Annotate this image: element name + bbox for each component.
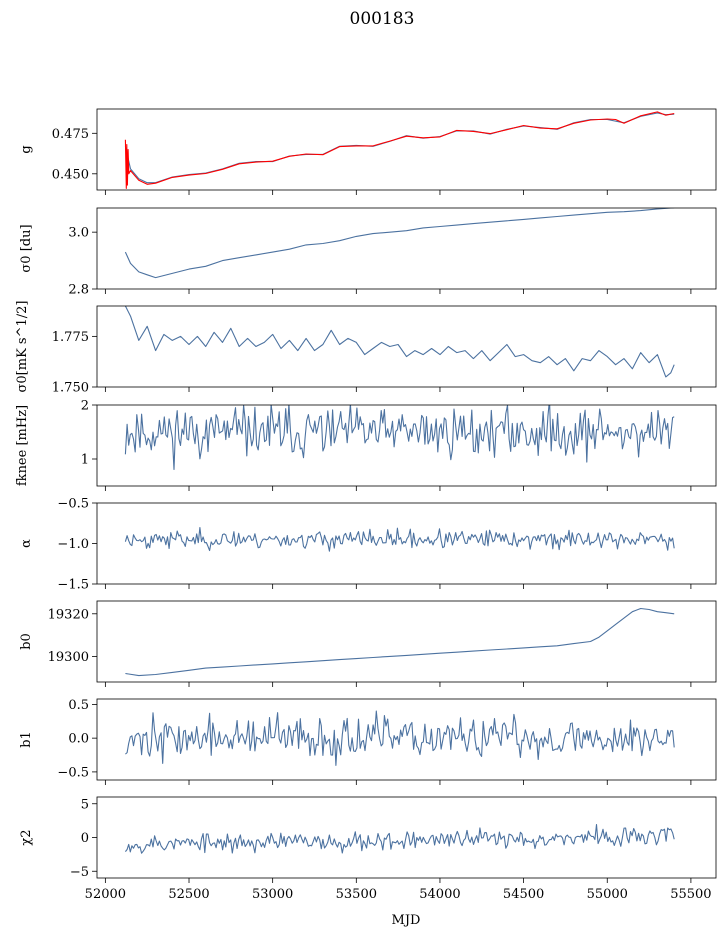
- y-tick-label-b1: 0.0: [68, 732, 89, 747]
- panel-alpha: −1.5 −1.0 −0.5 α: [19, 497, 717, 593]
- axes-frame-b0: [96, 600, 717, 683]
- y-axis-label-b1: b1: [19, 731, 34, 748]
- y-tick-label-sigma0_du: 3.0: [68, 226, 89, 241]
- series-line-sigma0_mk-1: [124, 306, 675, 378]
- x-tick-label: 52000: [85, 887, 126, 902]
- y-tick-label-sigma0_mk: 1.750: [52, 381, 89, 396]
- y-tick-label-chi2: 5: [81, 797, 89, 812]
- y-tick-label-b1: −0.5: [57, 765, 89, 780]
- y-axis-label-alpha: α: [19, 539, 34, 548]
- y-tick-label-b0: 19300: [48, 650, 89, 665]
- y-axis-label-chi2: χ2: [19, 829, 34, 845]
- series-line-f_knee-1: [124, 405, 675, 471]
- x-axis-label: MJD: [392, 913, 421, 928]
- y-tick-label-b1: 0.5: [68, 698, 89, 713]
- x-tick-label: 54500: [503, 887, 544, 902]
- y-axis-label-sigma0_mk: σ0[mK s^1/2]: [15, 301, 30, 393]
- series-line-g-1: [124, 112, 675, 184]
- panel-g: 0.450 0.475 g: [19, 108, 717, 195]
- y-axis-label-sigma0_du: σ0 [du]: [19, 224, 34, 272]
- y-tick-label-alpha: −1.5: [57, 578, 89, 593]
- x-tick-label: 52500: [168, 887, 209, 902]
- y-tick-label-alpha: −1.0: [57, 537, 89, 552]
- axes-frame-g: [96, 108, 717, 191]
- panel-f_knee: 1 2 fknee [mHz]: [15, 399, 717, 491]
- y-tick-label-chi2: −5: [70, 865, 89, 880]
- figure-title: 000183: [350, 9, 415, 29]
- axes-frame-sigma0_du: [96, 207, 717, 290]
- y-tick-label-g: 0.475: [52, 127, 89, 142]
- x-tick-label: 53000: [252, 887, 293, 902]
- x-tick-label: 53500: [336, 887, 377, 902]
- series-line-chi2-1: [124, 824, 675, 854]
- y-tick-label-b0: 19320: [48, 607, 89, 622]
- panel-chi2: −5 0 5 52000 52500 53000 53500 54000 54500 55000 5…: [19, 796, 717, 902]
- x-tick-label: 54000: [419, 887, 460, 902]
- panel-sigma0_mk: 1.750 1.775 σ0[mK s^1/2]: [15, 301, 717, 396]
- y-tick-label-alpha: −0.5: [57, 497, 89, 512]
- panel-sigma0_du: 2.8 3.0 σ0 [du]: [19, 207, 717, 298]
- panel-b1: −0.5 0.0 0.5 b1: [19, 698, 717, 785]
- axes-frame-f_knee: [96, 404, 717, 487]
- axes-frame-alpha: [96, 502, 717, 585]
- panels: 0.450 0.475 g 2.8 3.0 σ0 [du] 1.750 1.775 σ0[mK …: [15, 108, 717, 902]
- y-axis-label-f_knee: fknee [mHz]: [15, 405, 30, 486]
- axes-frame-b1: [96, 698, 717, 781]
- panel-b0: 19300 19320 b0: [19, 600, 717, 687]
- y-tick-label-f_knee: 2: [81, 399, 89, 414]
- axes-frame-sigma0_mk: [96, 305, 717, 388]
- series-line-g-2: [124, 111, 675, 189]
- series-line-sigma0_du-1: [124, 208, 675, 279]
- series-line-alpha-1: [124, 526, 675, 552]
- y-tick-label-g: 0.450: [52, 167, 89, 182]
- y-tick-label-sigma0_mk: 1.775: [52, 330, 89, 345]
- series-line-b0-1: [125, 607, 675, 677]
- y-tick-label-f_knee: 1: [81, 453, 89, 468]
- y-axis-label-g: g: [19, 145, 34, 153]
- y-tick-label-sigma0_du: 2.8: [68, 283, 89, 298]
- y-axis-label-b0: b0: [19, 633, 34, 650]
- x-tick-label: 55500: [670, 887, 711, 902]
- series-line-b1-1: [125, 710, 675, 766]
- x-tick-label: 55000: [587, 887, 628, 902]
- y-tick-label-chi2: 0: [81, 831, 89, 846]
